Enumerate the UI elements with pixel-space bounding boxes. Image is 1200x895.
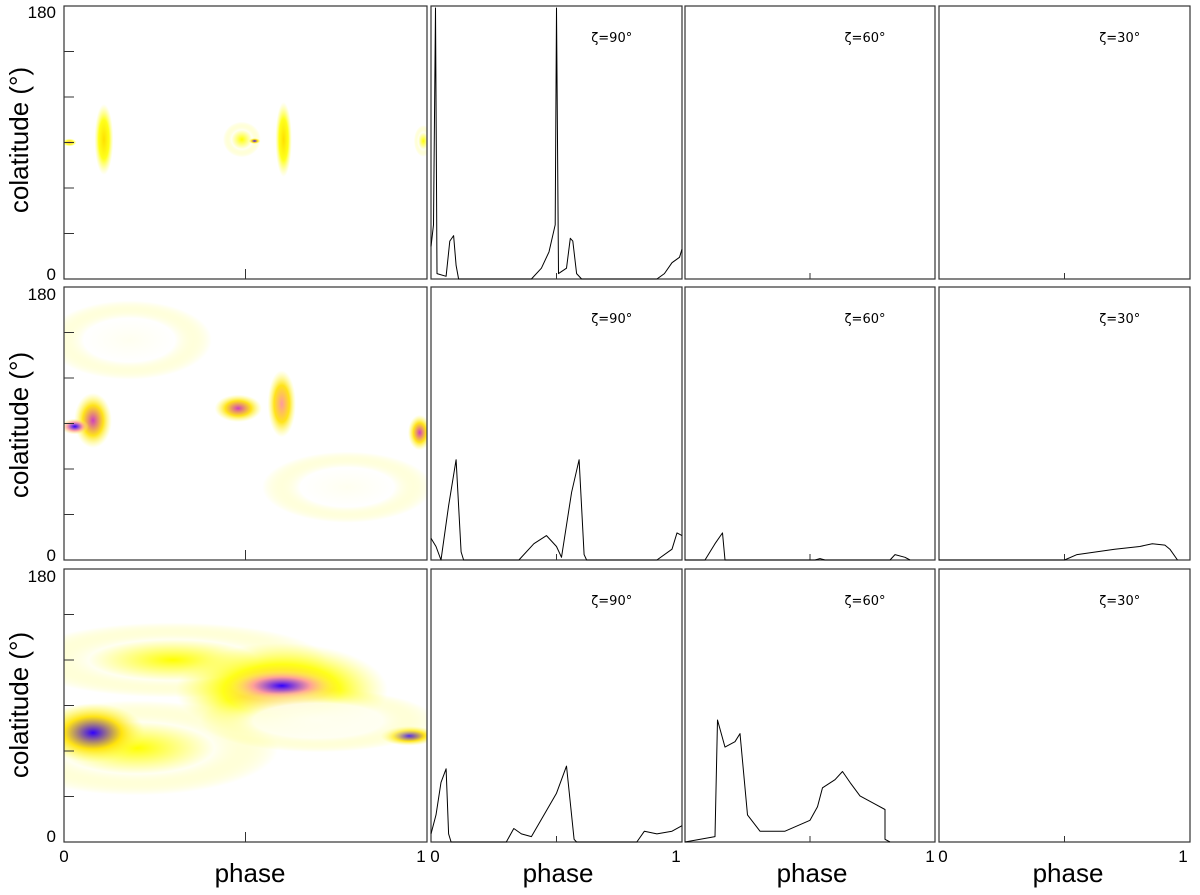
map-emission-blob bbox=[222, 121, 261, 158]
map-emission-blob bbox=[94, 103, 114, 175]
zeta-label: ζ=60° bbox=[844, 312, 885, 327]
ylabel-row-2: colatitude (°) bbox=[4, 352, 34, 498]
lightcurve-frame-row-3-col-2 bbox=[430, 568, 683, 843]
light-curve-line bbox=[684, 719, 891, 843]
lightcurve-frame-row-1-col-3 bbox=[684, 5, 936, 280]
zeta-label: ζ=90° bbox=[591, 31, 632, 46]
lightcurve-frame-row-3-col-3 bbox=[684, 568, 936, 843]
lightcurve-frame-row-2-col-2 bbox=[430, 286, 683, 561]
xtick-0-col-2: 0 bbox=[430, 847, 439, 866]
light-curve-line bbox=[430, 7, 683, 280]
xlabel-col-4: phase bbox=[1033, 858, 1104, 888]
zeta-label: ζ=30° bbox=[1099, 594, 1140, 609]
xtick-1-col-1: 1 bbox=[416, 847, 425, 866]
lightcurve-frame-row-3-col-4 bbox=[938, 568, 1191, 843]
ylabel-row-3: colatitude (°) bbox=[4, 632, 34, 778]
map-emission-blob bbox=[64, 703, 145, 763]
lightcurve-frame-row-2-col-4 bbox=[938, 286, 1191, 561]
light-curve-line bbox=[685, 532, 911, 561]
ytick-0-row-3: 0 bbox=[47, 827, 56, 846]
map-emission-blob bbox=[248, 138, 261, 144]
map-emission-blob bbox=[413, 125, 427, 157]
xlabel-col-3: phase bbox=[777, 858, 848, 888]
map-emission-blob bbox=[275, 102, 292, 177]
map-emission-blob bbox=[407, 414, 427, 451]
map-emission-blob bbox=[262, 451, 427, 523]
xlabel-col-1: phase bbox=[215, 858, 286, 888]
xlabel-col-2: phase bbox=[523, 858, 594, 888]
xtick-1-col-2: 1 bbox=[671, 847, 680, 866]
map-panel-row-2 bbox=[64, 287, 427, 560]
xtick-0-col-1: 0 bbox=[59, 847, 68, 866]
ytick-180-row-2: 180 bbox=[28, 285, 56, 304]
map-panel-row-1 bbox=[64, 6, 427, 279]
map-emission-blob bbox=[64, 418, 90, 435]
ytick-180-row-3: 180 bbox=[28, 567, 56, 586]
map-emission-blob bbox=[267, 370, 296, 438]
map-emission-blob bbox=[214, 394, 262, 423]
zeta-label: ζ=60° bbox=[844, 31, 885, 46]
zeta-label: ζ=60° bbox=[844, 594, 885, 609]
map-panel-row-3 bbox=[64, 569, 427, 842]
xtick-1-col-3: 1 bbox=[925, 847, 934, 866]
zeta-label: ζ=90° bbox=[591, 594, 632, 609]
light-curve-line bbox=[430, 459, 683, 561]
ytick-0-row-2: 0 bbox=[47, 546, 56, 565]
map-emission-blob bbox=[200, 689, 427, 753]
ytick-180-row-1: 180 bbox=[28, 3, 56, 22]
ylabel-row-1: colatitude (°) bbox=[4, 67, 34, 213]
map-emission-blob bbox=[74, 392, 112, 449]
lightcurve-frame-row-2-col-3 bbox=[684, 286, 936, 561]
map-emission-blob bbox=[64, 300, 212, 380]
zeta-label: ζ=30° bbox=[1099, 31, 1140, 46]
xtick-0-col-4: 0 bbox=[938, 847, 947, 866]
zeta-label: ζ=30° bbox=[1099, 312, 1140, 327]
ytick-0-row-1: 0 bbox=[47, 265, 56, 284]
xtick-1-col-4: 1 bbox=[1178, 847, 1187, 866]
light-curve-line bbox=[430, 765, 683, 843]
zeta-label: ζ=90° bbox=[591, 312, 632, 327]
light-curve-line bbox=[939, 543, 1178, 561]
lightcurve-frame-row-1-col-4 bbox=[938, 5, 1191, 280]
